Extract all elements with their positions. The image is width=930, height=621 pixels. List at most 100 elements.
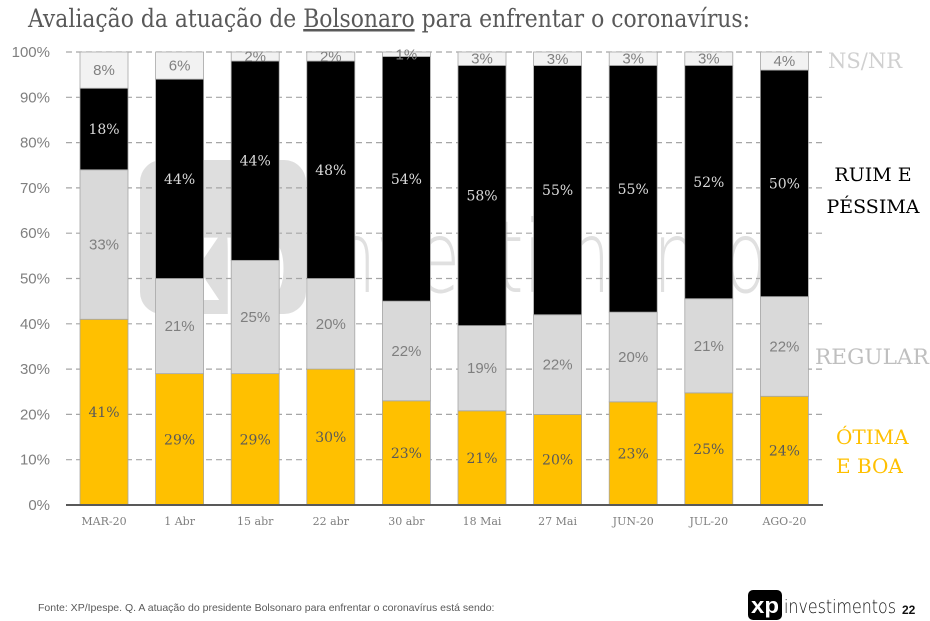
data-label-ns-nr: 3% <box>547 51 569 68</box>
y-tick-label: 30% <box>20 361 50 378</box>
x-tick-label: AGO-20 <box>761 515 806 528</box>
legend-label-otima-line2: E BOA <box>836 454 903 478</box>
y-tick-label: 10% <box>20 452 50 469</box>
legend: NS/NR RUIM E PÉSSIMA REGULAR ÓTIMA E BOA <box>815 49 930 478</box>
data-label-otima-boa: 24% <box>769 444 800 460</box>
x-tick-label: MAR-20 <box>81 515 126 528</box>
bar-segment-regular <box>79 169 129 320</box>
x-tick-label: JUN-20 <box>612 515 654 528</box>
data-label-regular: 22% <box>543 357 573 374</box>
y-tick-label: 60% <box>20 225 50 242</box>
bar-segment-regular <box>457 325 507 412</box>
page-number: 22 <box>902 603 916 617</box>
x-tick-label: JUL-20 <box>688 515 728 528</box>
legend-label-otima-line1: ÓTIMA <box>836 424 909 449</box>
y-axis: 0% 10% 20% 30% 40% 50% 60% 70% 80% 90% 100% <box>12 44 50 514</box>
data-label-ns-nr: 3% <box>698 51 720 68</box>
y-tick-label: 80% <box>20 135 50 152</box>
y-tick-label: 100% <box>12 44 50 61</box>
legend-label-ns-nr: NS/NR <box>828 49 903 73</box>
bar-segment-regular <box>381 300 431 402</box>
bar-segment-ruim-pessima <box>306 60 356 279</box>
data-label-otima-boa: 30% <box>315 430 346 446</box>
data-label-ns-nr: 4% <box>774 53 796 70</box>
y-tick-label: 90% <box>20 89 50 106</box>
source-note: Fonte: XP/Ipespe. Q. A atuação do presid… <box>38 602 494 614</box>
legend-label-regular: REGULAR <box>815 345 930 369</box>
data-label-otima-boa: 29% <box>240 432 271 448</box>
legend-label-ruim-line1: RUIM E <box>834 164 911 186</box>
y-tick-label: 40% <box>20 316 50 333</box>
data-label-ruim-pessima: 52% <box>693 175 724 191</box>
bars <box>79 51 809 506</box>
title-suffix: para enfrentar o coronavírus: <box>415 4 750 33</box>
bar-segment-ns-nr <box>306 51 356 62</box>
bar-segment-ruim-pessima <box>684 65 734 300</box>
data-label-ns-nr: 3% <box>471 51 493 68</box>
footer: Fonte: XP/Ipespe. Q. A atuação do presid… <box>38 590 916 620</box>
bar-segment-ns-nr <box>79 51 129 89</box>
x-axis-labels: MAR-20 1 Abr 15 abr 22 abr 30 abr 18 Mai 27 Ma… <box>81 515 806 528</box>
data-label-regular: 19% <box>467 360 497 377</box>
data-label-regular: 20% <box>618 349 648 366</box>
data-label-regular: 25% <box>240 309 270 326</box>
data-label-regular: 20% <box>316 316 346 333</box>
data-label-ns-nr: 2% <box>320 49 342 66</box>
bar-segment-ruim-pessima <box>230 60 280 261</box>
x-tick-label: 18 Mai <box>463 515 502 528</box>
bar-segment-ns-nr <box>533 51 582 66</box>
bar-segment-ruim-pessima <box>79 87 129 171</box>
bar-segment-otima-boa <box>230 373 280 506</box>
data-label-regular: 22% <box>391 343 421 360</box>
title-emphasis: Bolsonaro <box>303 4 414 33</box>
bar-segment-otima-boa <box>79 318 129 506</box>
bar-segment-otima-boa <box>381 400 431 506</box>
title-prefix: Avaliação da atuação de <box>27 4 303 33</box>
bar-segment-otima-boa <box>306 368 356 506</box>
bar-segment-ruim-pessima <box>760 69 809 298</box>
data-label-ruim-pessima: 44% <box>240 154 271 170</box>
bar-segment-regular <box>684 298 734 394</box>
data-label-ruim-pessima: 48% <box>315 163 346 179</box>
bar-segment-ruim-pessima <box>457 65 507 326</box>
data-label-regular: 21% <box>165 318 195 335</box>
data-label-ns-nr: 8% <box>93 62 115 79</box>
data-label-ns-nr: 2% <box>244 49 266 66</box>
x-tick-label: 30 abr <box>388 515 425 528</box>
bar-segment-ns-nr <box>457 51 507 66</box>
data-label-ruim-pessima: 44% <box>164 172 195 188</box>
data-label-ruim-pessima: 55% <box>618 182 649 198</box>
bar-segment-ns-nr <box>684 51 734 66</box>
y-tick-label: 20% <box>20 406 50 423</box>
data-label-otima-boa: 23% <box>391 446 422 462</box>
xp-logo-text: investimentos <box>784 596 896 618</box>
bar-segment-ns-nr <box>381 51 431 57</box>
bar-segment-ruim-pessima <box>608 65 658 313</box>
data-label-ruim-pessima: 50% <box>769 176 800 192</box>
legend-label-ruim-line2: PÉSSIMA <box>826 195 919 218</box>
bar-segment-otima-boa <box>684 392 734 506</box>
data-label-ns-nr: 1% <box>396 46 418 63</box>
data-label-otima-boa: 20% <box>542 453 573 469</box>
data-label-ruim-pessima: 55% <box>542 183 573 199</box>
data-label-ns-nr: 3% <box>622 51 644 68</box>
bar-segment-ruim-pessima <box>533 65 582 316</box>
bar-segment-ns-nr <box>230 51 280 62</box>
data-label-regular: 33% <box>89 237 119 254</box>
bar-segment-ruim-pessima <box>155 78 205 279</box>
bar-segment-ns-nr <box>155 51 205 80</box>
x-tick-label: 1 Abr <box>164 515 195 528</box>
data-label-ruim-pessima: 54% <box>391 172 422 188</box>
xp-logo-mark: xp <box>751 593 779 618</box>
xp-logo: xp investimentos <box>748 590 896 620</box>
data-label-ruim-pessima: 18% <box>88 122 119 138</box>
chart-title: Avaliação da atuação de Bolsonaro para e… <box>27 4 750 33</box>
data-label-otima-boa: 23% <box>618 446 649 462</box>
data-label-otima-boa: 41% <box>88 405 119 421</box>
bar-segment-ns-nr <box>608 51 658 66</box>
bar-segment-ns-nr <box>760 51 809 71</box>
bar-segment-otima-boa <box>608 401 658 506</box>
bar-segment-regular <box>760 296 809 397</box>
data-label-ruim-pessima: 58% <box>466 189 497 205</box>
data-labels: 41% 33% 18% 8% 29% 21% 44% 6% 29% 25% 44% 2% 30% 20% 4… <box>88 46 800 468</box>
